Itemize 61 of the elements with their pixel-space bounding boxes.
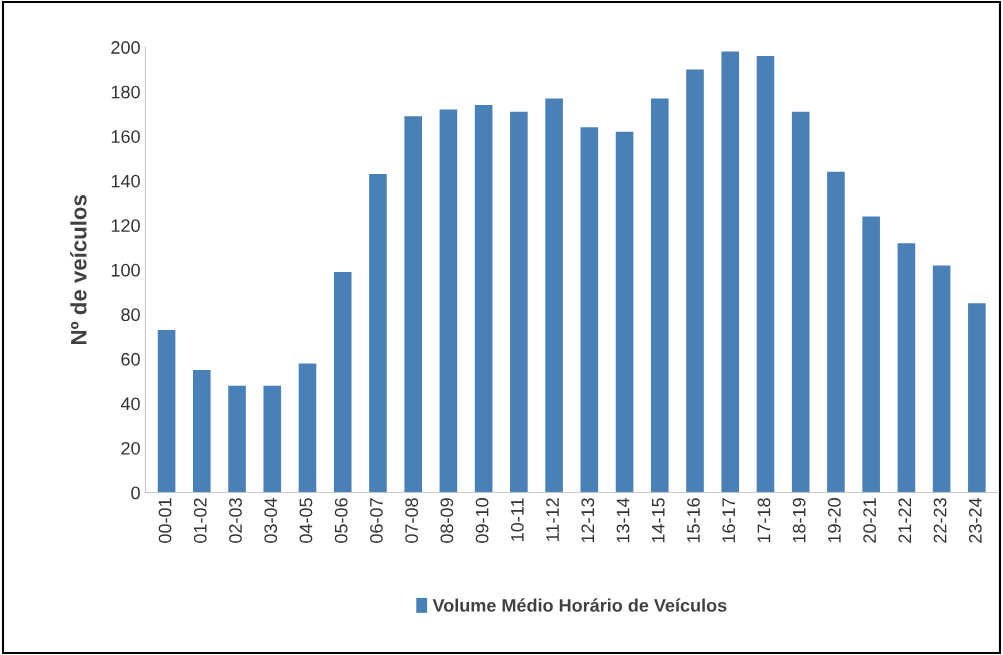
y-tick-label: 140 [111, 174, 140, 188]
y-tick-label: 0 [131, 486, 140, 500]
bar [510, 111, 528, 493]
x-tick-label: 11-12 [546, 498, 559, 541]
bar [263, 385, 282, 493]
bar [897, 243, 916, 493]
x-tick-label: 16-17 [722, 498, 736, 543]
x-tick-label: 05-06 [334, 498, 348, 543]
y-tick-label: 200 [111, 41, 140, 54]
bar [615, 131, 634, 493]
x-tick-label: 20-21 [863, 498, 877, 543]
legend-label: Volume Médio Horário de Veículos [432, 598, 727, 612]
x-tick-label: 23-24 [968, 497, 982, 543]
bar [721, 51, 740, 493]
bar [192, 370, 211, 493]
bar [791, 111, 810, 493]
y-tick-label: 40 [120, 397, 140, 411]
bar [968, 303, 986, 493]
bar [650, 98, 669, 493]
y-axis-title: Nº de veículos [70, 195, 87, 345]
bar [333, 272, 352, 493]
x-tick-label: 08-09 [440, 498, 454, 543]
bar [932, 265, 951, 493]
x-tick-label: 13-14 [616, 497, 630, 543]
x-tick-label: 12-13 [581, 498, 595, 543]
x-tick-label: 10-11 [510, 498, 524, 541]
bar [686, 69, 704, 493]
x-tick-label: 01-02 [193, 498, 207, 543]
x-tick-label: 00-01 [158, 498, 172, 543]
y-tick-label: 80 [121, 308, 140, 322]
bar [439, 109, 458, 493]
bar [157, 329, 176, 493]
bar [580, 127, 599, 493]
bar [474, 105, 493, 493]
bar [756, 56, 775, 493]
y-tick-label: 180 [111, 85, 140, 99]
x-tick-label: 07-08 [405, 498, 419, 543]
y-tick-label: 160 [111, 130, 140, 143]
y-tick-label: 100 [111, 263, 140, 277]
y-tick-label: 120 [111, 219, 140, 233]
bar [404, 116, 422, 493]
bar [228, 385, 246, 493]
x-tick-label: 04-05 [299, 498, 313, 543]
bar [545, 98, 563, 493]
y-tick-label: 60 [121, 352, 140, 366]
x-tick-label: 19-20 [827, 498, 841, 543]
bar [827, 171, 845, 493]
x-tick-label: 14-15 [652, 498, 665, 543]
x-tick-label: 02-03 [229, 498, 242, 543]
y-tick-label: 20 [121, 441, 140, 455]
x-tick-label: 09-10 [475, 498, 489, 543]
bar [862, 216, 880, 493]
x-tick-label: 18-19 [792, 498, 806, 543]
x-tick-label: 15-16 [687, 498, 700, 543]
x-tick-label: 06-07 [370, 498, 383, 543]
bar [369, 174, 387, 493]
x-tick-label: 17-18 [757, 498, 771, 543]
x-tick-label: 03-04 [264, 497, 278, 543]
bar [298, 363, 317, 493]
x-tick-label: 21-22 [898, 498, 912, 543]
x-tick-label: 22-23 [933, 498, 947, 543]
